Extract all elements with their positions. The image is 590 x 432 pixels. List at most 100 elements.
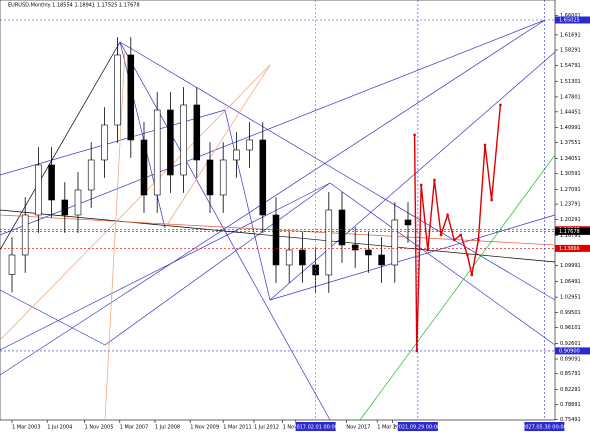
y-tick-label: 1.61691 bbox=[560, 32, 581, 38]
price-label-box bbox=[555, 244, 590, 252]
y-tick-label: 1.54791 bbox=[560, 63, 581, 69]
candle-body bbox=[299, 249, 306, 266]
trend-line bbox=[0, 289, 106, 346]
candle-body bbox=[114, 54, 121, 126]
forecast-point bbox=[452, 238, 456, 242]
forecast-point bbox=[433, 178, 436, 182]
candle-body bbox=[21, 214, 29, 256]
y-tick-label: 0.99501 bbox=[560, 310, 581, 316]
forecast-point bbox=[426, 248, 429, 252]
candle-body bbox=[325, 209, 333, 276]
forecast-point bbox=[483, 143, 487, 147]
forecast-point bbox=[413, 133, 416, 137]
trend-line bbox=[119, 41, 556, 301]
trend-line bbox=[269, 214, 556, 301]
candle-body bbox=[378, 254, 385, 266]
y-tick-label: 1.27091 bbox=[560, 187, 581, 193]
price-label: 1.65025 bbox=[559, 18, 580, 24]
y-tick-label: 1.02951 bbox=[560, 295, 581, 301]
candle-body bbox=[61, 199, 69, 216]
candle-body bbox=[140, 139, 148, 196]
x-tick-label: 1 Mar 2003 bbox=[12, 425, 41, 431]
time-label: 2021.09.29 00:00 bbox=[396, 425, 441, 431]
candle-body bbox=[101, 124, 108, 161]
trend-line bbox=[0, 182, 331, 351]
x-tick-label: 1 Nov 2005 bbox=[85, 425, 114, 431]
y-tick-label: 1.09991 bbox=[560, 263, 581, 269]
candle-body bbox=[246, 139, 253, 151]
x-tick-label: Nov 2017 bbox=[346, 425, 370, 431]
x-tick-label: 1 Jul 2004 bbox=[47, 425, 72, 431]
candle-body bbox=[48, 164, 55, 201]
y-tick-label: 1.40991 bbox=[560, 125, 581, 131]
forecast-point bbox=[477, 238, 480, 242]
x-tick-label: 1 Jul 2008 bbox=[155, 425, 180, 431]
x-tick-label: 1 Jul 2012 bbox=[254, 425, 279, 431]
time-label: 2027.05.30 00:00 bbox=[522, 425, 567, 431]
y-tick-label: 0.75491 bbox=[560, 417, 581, 423]
x-tick-label: 1 J bbox=[393, 425, 399, 431]
y-tick-label: 1.23791 bbox=[560, 202, 581, 208]
candle-body bbox=[167, 109, 174, 176]
y-tick-label: 0.85791 bbox=[560, 371, 581, 377]
candle-body bbox=[180, 104, 187, 176]
price-label: 0.90900 bbox=[559, 348, 580, 354]
candle-body bbox=[127, 54, 135, 141]
forecast-point bbox=[470, 273, 473, 277]
forecast-point bbox=[419, 183, 423, 187]
price-label-box bbox=[555, 227, 590, 235]
price-label: 1.17678 bbox=[559, 229, 580, 235]
y-tick-label: 1.34051 bbox=[560, 156, 581, 162]
candle-body bbox=[206, 159, 214, 196]
trend-line bbox=[0, 109, 226, 176]
forecast-point bbox=[466, 253, 469, 257]
y-tick-label: 1.06491 bbox=[560, 279, 581, 285]
y-tick-label: 1.37551 bbox=[560, 140, 581, 146]
trend-line bbox=[104, 49, 126, 421]
chart-title: EURUSD,Monthly 1.18554 1.18941 1.17525 1… bbox=[8, 3, 140, 9]
price-label-box bbox=[555, 347, 590, 355]
candle-body bbox=[338, 209, 346, 246]
trend-line bbox=[224, 109, 271, 301]
x-tick-label: 1 Mar 2007 bbox=[120, 425, 149, 431]
forecast-point bbox=[439, 233, 443, 237]
time-label: 2017.02.01 00:00 bbox=[293, 425, 338, 431]
y-tick-label: 1.16791 bbox=[560, 233, 581, 239]
trend-line bbox=[0, 19, 546, 376]
trend-line bbox=[0, 64, 271, 341]
y-tick-label: 1.30591 bbox=[560, 171, 581, 177]
candle-body bbox=[285, 249, 293, 266]
candle-body bbox=[74, 189, 82, 216]
trend-line bbox=[164, 64, 271, 229]
candle-body bbox=[404, 219, 412, 226]
time-label-box bbox=[397, 422, 438, 431]
y-tick-label: 1.66001 bbox=[560, 13, 581, 19]
y-tick-label: 1.20291 bbox=[560, 217, 581, 223]
price-label: 1.13866 bbox=[559, 246, 580, 252]
forecast-point bbox=[459, 233, 462, 237]
candle-body bbox=[87, 159, 95, 191]
candle-body bbox=[35, 164, 42, 216]
y-tick-label: 1.47801 bbox=[560, 94, 581, 100]
candle-body bbox=[272, 214, 280, 266]
trend-line bbox=[269, 51, 556, 301]
forecast-point bbox=[490, 198, 493, 202]
candle-body bbox=[153, 109, 161, 196]
trend-line bbox=[329, 182, 556, 346]
y-tick-label: 1.51301 bbox=[560, 79, 581, 85]
candle-body bbox=[233, 149, 240, 161]
y-tick-label: 1.44451 bbox=[560, 109, 581, 115]
x-tick-label: 1 Mar 2019 bbox=[377, 425, 406, 431]
trend-line bbox=[104, 182, 331, 346]
y-tick-label: 0.82291 bbox=[560, 387, 581, 393]
time-label-box bbox=[295, 422, 336, 431]
plot-frame bbox=[0, 0, 556, 421]
y-tick-label: 0.96101 bbox=[560, 325, 581, 331]
candle-body bbox=[259, 139, 267, 216]
time-label-box bbox=[524, 422, 565, 431]
y-tick-label: 0.78891 bbox=[560, 402, 581, 408]
candle-body bbox=[365, 249, 372, 256]
trend-line bbox=[359, 154, 556, 421]
